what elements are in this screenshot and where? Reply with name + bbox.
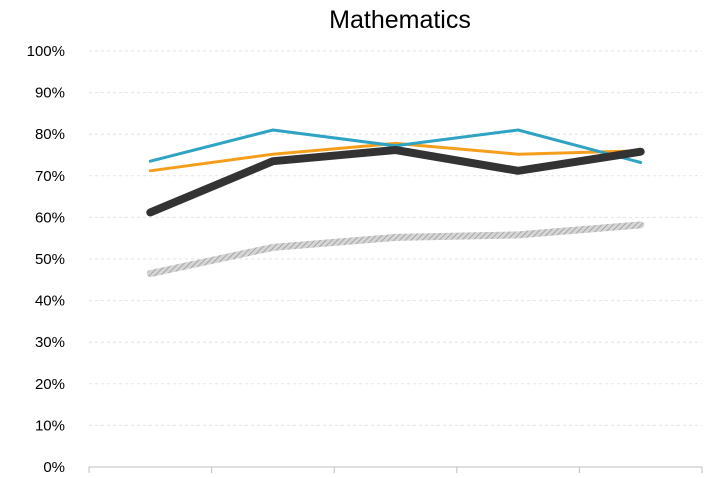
y-tick-label: 50% [35,251,65,268]
series-line-2 [148,141,643,173]
y-tick-label: 40% [35,293,65,310]
y-tick-label: 100% [27,43,65,60]
y-tick-label: 20% [35,376,65,393]
series-lines [146,128,645,278]
y-tick-label: 90% [35,85,65,102]
series-line-1 [146,221,645,278]
series-line-3 [148,128,643,164]
y-tick-label: 60% [35,209,65,226]
y-tick-label: 10% [35,417,65,434]
axes: 0% 10% 20% 30% 40% 50% 60% 70% 80% 90% 100% [27,43,703,476]
chart-title: Mathematics [329,6,471,34]
y-tick-label: 70% [35,168,65,185]
y-tick-label: 30% [35,334,65,351]
y-tick-label: 80% [35,126,65,143]
gridlines [89,50,702,426]
series-line-4 [146,146,645,217]
y-tick-label: 0% [43,459,65,476]
